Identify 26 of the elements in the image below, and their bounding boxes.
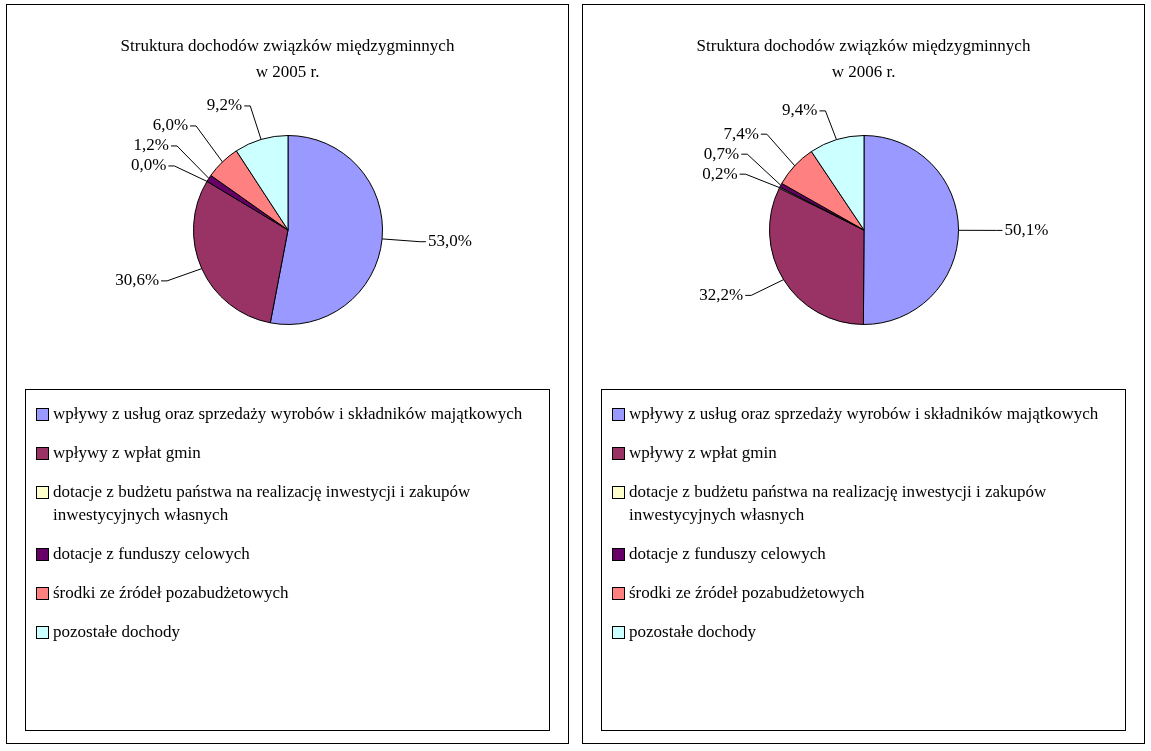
chart-title: Struktura dochodów związków międzygminnych w 2005 r. — [119, 35, 456, 83]
legend-label: dotacje z funduszy celowych — [629, 543, 826, 565]
legend-label: wpływy z wpłat gmin — [53, 442, 201, 464]
data-label: 9,2% — [206, 95, 242, 115]
data-label: 53,0% — [427, 231, 472, 251]
data-label: 6,0% — [152, 115, 188, 135]
data-label: 9,4% — [781, 100, 817, 120]
legend-label: dotacje z budżetu państwa na realizację inwestycji i zakupów inwestycyjnych własnych — [629, 481, 1048, 526]
legend-label: pozostałe dochody — [53, 621, 180, 643]
data-label: 0,7% — [703, 143, 739, 163]
legend-label: dotacje z funduszy celowych — [53, 543, 250, 565]
chart-title: Struktura dochodów związków międzygminnych w 2006 r. — [695, 35, 1032, 83]
legend-label: wpływy z wpłat gmin — [629, 442, 777, 464]
legend-label: pozostałe dochody — [629, 621, 756, 643]
legend-label: wpływy z usług oraz sprzedaży wyrobów i składników majątkowych — [53, 403, 523, 425]
data-label: 7,4% — [722, 123, 759, 143]
legend-label: dotacje z budżetu państwa na realizację inwestycji i zakupów inwestycyjnych własnych — [53, 481, 472, 526]
legend-label: środki ze źródeł pozabudżetowych — [53, 582, 289, 604]
data-label: 0,2% — [701, 163, 738, 183]
legend-label: wpływy z usług oraz sprzedaży wyrobów i składników majątkowych — [629, 403, 1099, 425]
data-label: 30,6% — [114, 270, 159, 290]
data-label: 50,1% — [1004, 219, 1048, 239]
legend-label: środki ze źródeł pozabudżetowych — [629, 582, 865, 604]
data-label: 1,2% — [133, 135, 169, 155]
data-label: 32,2% — [698, 284, 743, 304]
text: 0,0% — [130, 155, 166, 175]
